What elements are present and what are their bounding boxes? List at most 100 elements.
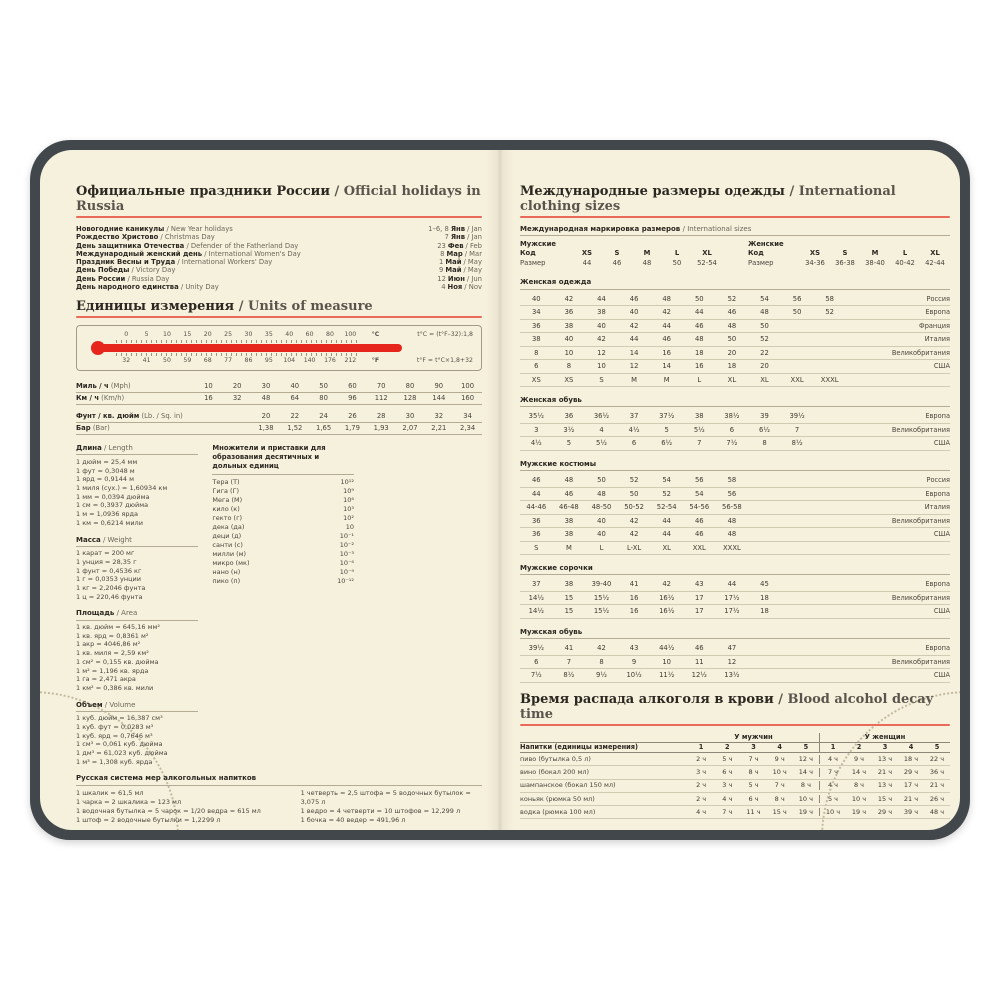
size-table: Мужские сорочки 37 38 39-40 41 42 43 44 45 Евро… — [520, 564, 950, 619]
speed-table: Миль / ч (Mph) 10 20 30 40 50 60 70 80 90 100 Км … — [76, 380, 482, 406]
region-label: Россия — [926, 294, 950, 303]
size-tables: Женская одежда 40 42 44 46 48 50 52 54 56 58 Росс… — [520, 278, 950, 683]
conversion-block: Объем / Volume 1 куб. дюйм = 16,387 см³ 1… — [76, 701, 199, 767]
size-table-title: Женская обувь — [520, 396, 950, 408]
holiday-date: 4 Ноя / Nov — [441, 283, 482, 292]
conversion-block: Площадь / Area 1 кв. дюйм = 645,16 мм² 1 … — [76, 609, 199, 692]
region-label: Великобритания — [891, 516, 950, 525]
speed-row: Миль / ч (Mph) 10 20 30 40 50 60 70 80 90 100 — [76, 380, 482, 393]
holiday-date: 1 Май / May — [439, 258, 482, 267]
size-row: S M L L-XL XL XXL XXXL — [520, 542, 950, 556]
size-row: XS XS S M M L XL XL XXL XXXL — [520, 374, 950, 388]
size-row: 46 48 50 52 54 56 58 Россия — [520, 474, 950, 488]
size-table-title: Мужские костюмы — [520, 460, 950, 472]
size-table: Мужская обувь 39½ 41 42 43 44½ 46 47 Европа 6 — [520, 628, 950, 683]
size-row: 36 38 40 42 44 46 48 Великобритания — [520, 515, 950, 529]
pressure-row: Бар (Bar) 1,38 1,52 1,65 1,79 1,93 2,07 2,21 2,… — [76, 423, 482, 436]
men-group-header: У мужчин — [734, 732, 773, 741]
size-row: 8 10 12 14 16 18 20 22 Великобритания — [520, 347, 950, 361]
prefix-row: пико (п) 10⁻¹² — [212, 576, 354, 585]
conversion-column: Длина / Length 1 дюйм = 25,4 мм 1 фут = 0… — [76, 444, 199, 774]
units-title: Единицы измерения / Units of measure — [76, 299, 373, 315]
region-label: США — [933, 439, 950, 448]
prefix-row: Тера (Т) 10¹² — [212, 477, 354, 486]
holiday-date: 7 Янв / Jan — [444, 233, 483, 242]
celsius-unit: °C — [371, 331, 380, 339]
holiday-date: 23 Фев / Feb — [437, 241, 482, 250]
size-row: 37 38 39-40 41 42 43 44 45 Европа — [520, 578, 950, 592]
thermometer-diagram: 0 5 10 15 20 25 30 35 40 60 80 100 °C t°C = (t°F–32… — [76, 325, 482, 372]
holiday-date: 1–6, 8 Янв / Jan — [428, 225, 482, 233]
celsius-ticks: 0 5 10 15 20 25 30 35 40 60 80 100 — [124, 331, 357, 339]
size-table-title: Женская одежда — [520, 278, 950, 290]
prefix-row: санти (с) 10⁻² — [212, 540, 354, 549]
blood-alcohol-section: Время распада алкоголя в крови / Blood a… — [520, 691, 950, 820]
left-page: Официальные праздники России / Official … — [76, 184, 482, 830]
holiday-row: Международный женский день / Internation… — [76, 249, 482, 258]
size-row: 4½ 5 5½ 6 6½ 7 7½ 8 8½ США — [520, 437, 950, 451]
region-label: Великобритания — [891, 657, 950, 666]
marking-tables: Мужские Код XS S M L XL Размер 44 46 48 50 52-54… — [520, 240, 950, 268]
red-rule — [76, 316, 482, 319]
region-label: Европа — [925, 308, 950, 317]
thermometer-bar — [91, 340, 402, 355]
conversion-block: Длина / Length 1 дюйм = 25,4 мм 1 фут = 0… — [76, 444, 199, 527]
holidays-list: Новогодние каникулы / New Year holidays … — [76, 225, 482, 291]
clothing-title: Международные размеры одежды / Internati… — [520, 184, 896, 214]
size-table-title: Мужская обувь — [520, 628, 950, 640]
region-label: Великобритания — [891, 593, 950, 602]
size-row: 44 46 48 50 52 54 56 Европа — [520, 488, 950, 502]
right-page: Международные размеры одежды / Internati… — [520, 184, 950, 820]
prefix-row: нано (н) 10⁻⁹ — [212, 567, 354, 576]
pressure-row: Фунт / кв. дюйм (Lb. / Sq. in) 20 22 24 26 2… — [76, 410, 482, 423]
alcohol-measures-title: Русская система мер алкогольных напитков — [76, 774, 482, 786]
holiday-date: 9 Май / May — [439, 266, 482, 275]
region-label: Италия — [924, 335, 950, 344]
tick-marks — [116, 339, 361, 343]
prefixes-title: Множители и приставки для образования де… — [212, 444, 354, 475]
size-row: 39½ 41 42 43 44½ 46 47 Европа — [520, 642, 950, 656]
notebook-pages: Официальные праздники России / Official … — [40, 150, 960, 830]
holiday-row: День России / Russia Day 12 Июн / Jun — [76, 274, 482, 283]
red-rule — [520, 216, 950, 218]
conversion-block: Масса / Weight 1 карат = 200 мг 1 унция =… — [76, 536, 199, 602]
fahrenheit-formula: t°F = t°C×1,8+32 — [416, 356, 473, 364]
region-label: Европа — [925, 644, 950, 653]
size-row: 6 7 8 9 10 11 12 Великобритания — [520, 656, 950, 670]
marking-title: Международная маркировка размеров / Inte… — [520, 225, 950, 237]
region-label: Европа — [925, 489, 950, 498]
size-row: 3 3½ 4 4½ 5 5½ 6 6½ 7 Великобритания — [520, 424, 950, 438]
prefix-row: Гига (Г) 10⁹ — [212, 486, 354, 495]
prefix-row: Мега (М) 10⁶ — [212, 495, 354, 504]
size-row: 38 40 42 44 46 48 50 52 Италия — [520, 333, 950, 347]
size-table: Женская одежда 40 42 44 46 48 50 52 54 56 58 Росс… — [520, 278, 950, 388]
red-rule — [76, 216, 482, 218]
size-table: Мужские костюмы 46 48 50 52 54 56 58 Россия 4 — [520, 460, 950, 556]
holiday-row: День народного единства / Unity Day 4 Но… — [76, 283, 482, 292]
tick-marks — [116, 352, 361, 356]
region-label: США — [933, 530, 950, 539]
size-row: 44-46 46-48 48-50 50-52 52-54 54-56 56-58 Итал… — [520, 501, 950, 515]
holiday-row: День Победы / Victory Day 9 Май / May — [76, 266, 482, 275]
prefix-row: дека (да) 10 — [212, 522, 354, 531]
red-rule — [520, 723, 950, 726]
region-label: Италия — [924, 503, 950, 512]
size-row: 35½ 36 36½ 37 37½ 38 38½ 39 39½ Европа — [520, 410, 950, 424]
fahrenheit-unit: °F — [371, 356, 380, 364]
holiday-row: Новогодние каникулы / New Year holidays … — [76, 225, 482, 233]
size-row: 36 38 40 42 44 46 48 50 Франция — [520, 320, 950, 334]
conversion-tables: Длина / Length 1 дюйм = 25,4 мм 1 фут = 0… — [76, 444, 482, 774]
marking-mens: Мужские Код XS S M L XL Размер 44 46 48 50 52-54 — [520, 240, 717, 267]
holiday-row: Рождество Христово / Christmas Day 7 Янв… — [76, 233, 483, 242]
region-label: Великобритания — [891, 348, 950, 357]
notebook-cover: Официальные праздники России / Official … — [30, 140, 970, 840]
region-label: США — [933, 607, 950, 616]
holidays-title: Официальные праздники России / Official … — [76, 184, 481, 214]
size-row: 14½ 15 15½ 16 16½ 17 17½ 18 США — [520, 605, 950, 619]
region-label — [846, 376, 950, 385]
blood-alcohol-title: Время распада алкоголя в крови / Blood a… — [520, 691, 934, 722]
region-label — [846, 544, 950, 553]
